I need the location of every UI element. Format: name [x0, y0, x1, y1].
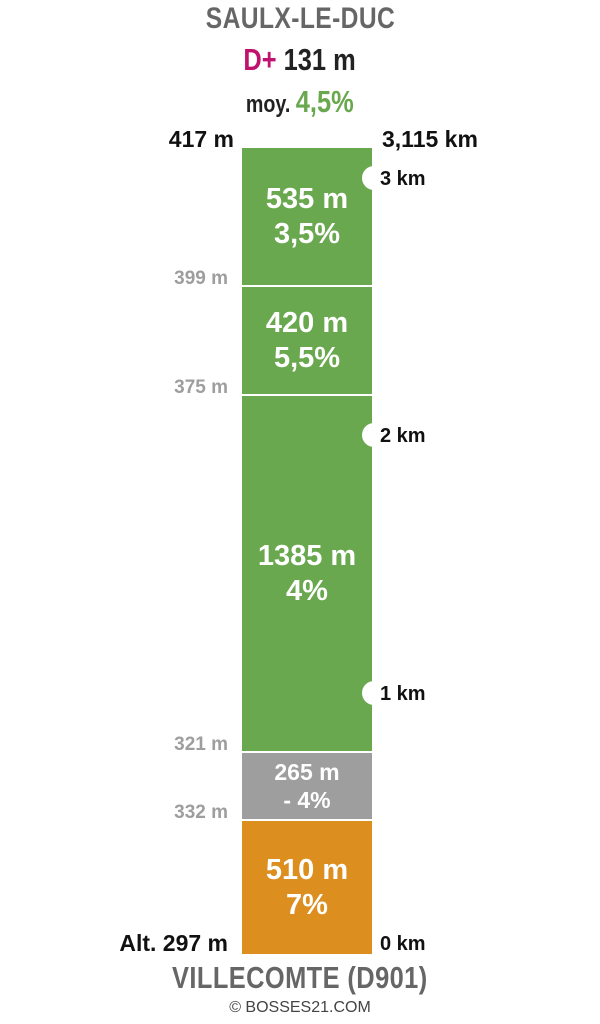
- average-grade-value: 4,5%: [295, 84, 354, 119]
- elevation-gain-prefix: D+: [243, 42, 278, 77]
- segment-5-grade: 7%: [286, 888, 328, 921]
- elevation-gain-value: 131 m: [284, 42, 357, 77]
- segment-2-grade: 5,5%: [273, 342, 341, 374]
- km-marker-notch: [362, 166, 386, 190]
- start-name: VILLECOMTE (D901): [172, 960, 428, 995]
- segment-2-length: 420 m: [265, 307, 349, 340]
- total-distance: 3,115 km: [382, 126, 478, 152]
- km-marker-label: 2 km: [380, 425, 426, 447]
- start-altitude: Alt. 297 m: [119, 930, 228, 956]
- altitude-label: 375 m: [174, 377, 228, 398]
- km-marker-label: 3 km: [380, 168, 426, 190]
- segment-divider: [242, 819, 372, 821]
- segment-3-length: 1385 m: [257, 540, 357, 573]
- segment-1: 535 m 3,5%: [242, 148, 372, 286]
- segment-divider: [242, 751, 372, 753]
- elevation-gain: D+ 131 m: [0, 42, 600, 78]
- km-marker-notch: [362, 681, 386, 705]
- km-marker-label: 0 km: [380, 933, 426, 955]
- summit-name: SAULX-LE-DUC: [205, 2, 395, 35]
- average-grade-prefix: moy.: [246, 91, 291, 118]
- segment-4-length: 265 m: [274, 758, 340, 785]
- climb-profile-column: 535 m 3,5% 420 m 5,5% 1385 m 4% 265 m - …: [242, 148, 372, 954]
- altitude-label: 332 m: [174, 802, 228, 823]
- km-marker-label: 1 km: [380, 683, 426, 705]
- segment-4-grade: - 4%: [283, 786, 331, 813]
- altitude-label: 321 m: [174, 734, 228, 755]
- segment-1-grade: 3,5%: [273, 218, 341, 250]
- segment-2: 420 m 5,5%: [242, 287, 372, 395]
- km-marker-notch: [362, 423, 386, 447]
- segment-3-grade: 4%: [286, 575, 328, 607]
- average-grade: moy. 4,5%: [0, 84, 600, 120]
- summit-altitude: 417 m: [168, 126, 234, 152]
- segment-5-length: 510 m: [265, 853, 349, 886]
- segment-1-length: 535 m: [265, 183, 349, 216]
- segment-4: 265 m - 4%: [242, 753, 372, 820]
- copyright-notice: © BOSSES21.COM: [229, 999, 371, 1016]
- segment-3: 1385 m 4%: [242, 396, 372, 752]
- segment-5: 510 m 7%: [242, 821, 372, 954]
- altitude-label: 399 m: [174, 268, 228, 289]
- segment-divider: [242, 285, 372, 287]
- segment-divider: [242, 394, 372, 396]
